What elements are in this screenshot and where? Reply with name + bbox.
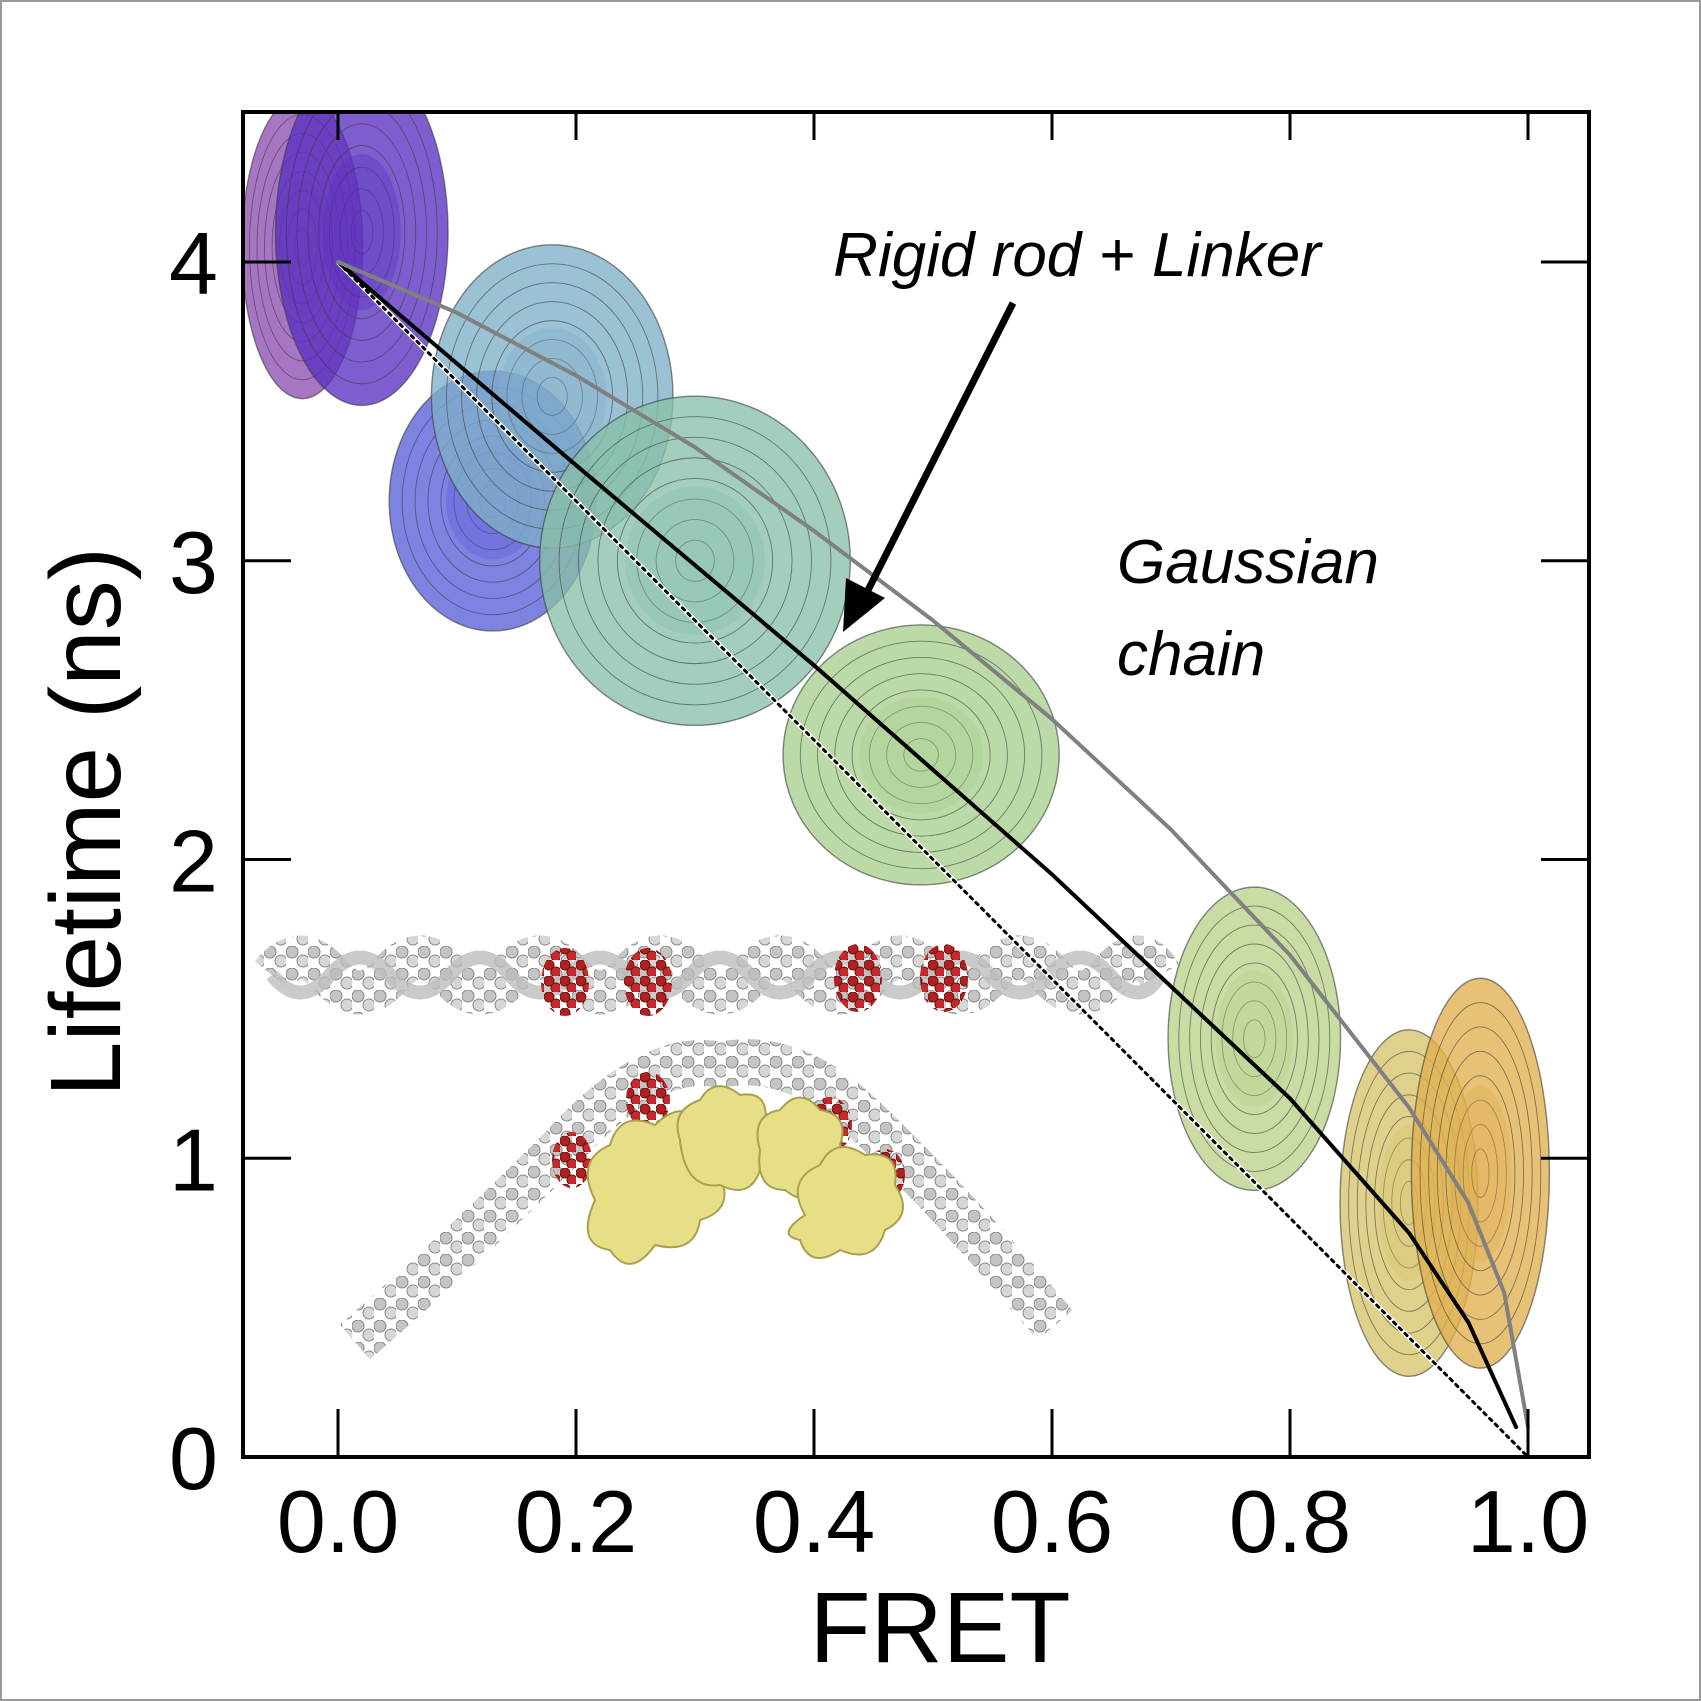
population-core <box>625 486 765 635</box>
population-contour-line <box>350 210 374 255</box>
x-tick-label: 0.8 <box>1229 1472 1351 1571</box>
population-contour-line <box>834 673 1008 837</box>
y-tick-label: 1 <box>169 1110 218 1209</box>
population-contour-line <box>1454 1099 1507 1247</box>
population-contour-line <box>655 519 735 603</box>
y-tick-label: 3 <box>169 513 218 612</box>
population-contour-line <box>285 112 438 385</box>
x-axis-ticks: 0.0 0.2 0.4 0.6 0.8 1.0 <box>277 112 1589 1571</box>
population-contour-line <box>1462 1124 1499 1223</box>
population-contour-line <box>1436 1050 1524 1296</box>
population-contour-line <box>558 416 832 706</box>
population-contour-line <box>817 657 1026 853</box>
population-contour-line <box>1445 1075 1516 1272</box>
dna-structures <box>254 935 1180 1360</box>
population-outline <box>539 395 851 727</box>
y-tick-label: 2 <box>169 812 218 911</box>
population-contour-line <box>318 145 406 320</box>
population-contour-line <box>1471 1148 1490 1199</box>
population-contour-line <box>1199 943 1309 1134</box>
axes <box>241 110 1591 1459</box>
y-tick-label: 4 <box>169 214 218 313</box>
y-tick-label: 0 <box>169 1409 218 1508</box>
population-contour-line <box>296 112 427 363</box>
plot-area-border <box>241 110 1591 1459</box>
population-outline <box>1410 977 1551 1369</box>
population-contour-line <box>868 705 974 805</box>
population-core <box>1449 1085 1512 1261</box>
bent-dna-protein-complex-image <box>339 1039 1073 1360</box>
population-contour-line <box>536 377 568 416</box>
x-tick-label: 0.6 <box>991 1472 1113 1571</box>
population-contour-line <box>851 689 991 821</box>
population-contour-line <box>1243 1019 1266 1059</box>
population-contour-line <box>1232 1000 1277 1078</box>
y-axis-ticks: 0 1 2 3 4 <box>169 214 1589 1508</box>
rigid-rod-linker-curve <box>336 260 1519 1430</box>
population-contour-line <box>1189 924 1320 1153</box>
population-core <box>322 154 401 311</box>
rigid-rod-linker-label: Rigid rod + Linker <box>833 221 1323 290</box>
x-axis-title: FRET <box>809 1572 1070 1684</box>
population-contour-line <box>597 457 793 665</box>
population-contour-line <box>886 721 957 788</box>
gaussian-chain-label-line2: chain <box>1117 620 1265 689</box>
population-contour-line <box>307 123 417 341</box>
annotations: Rigid rod + Linker Gaussian chain <box>833 221 1379 689</box>
population-9 <box>1410 977 1551 1369</box>
annotation-arrow-head <box>843 578 885 632</box>
population-core <box>1215 970 1294 1107</box>
straight-dna-helix-image <box>254 935 1180 1016</box>
annotation-arrow-shaft <box>854 301 1017 612</box>
gaussian-chain-curve <box>336 260 1530 1430</box>
population-contour-line <box>675 539 715 582</box>
population-7 <box>1167 886 1342 1192</box>
model-curves <box>336 260 1530 1457</box>
population-contour-line <box>1210 962 1298 1116</box>
population-contour-line <box>903 738 939 772</box>
population-contour-line <box>1428 1026 1533 1320</box>
population-core <box>497 328 607 465</box>
population-contour-line <box>616 477 774 644</box>
x-tick-label: 0.4 <box>753 1472 875 1571</box>
static-fret-line <box>336 260 1530 1457</box>
population-contour-line <box>1419 1002 1542 1345</box>
population-contour-line <box>578 436 812 685</box>
population-contour-line <box>1178 905 1331 1172</box>
population-contour-line <box>1221 981 1288 1097</box>
gaussian-chain-label-line1: Gaussian <box>1117 528 1379 597</box>
population-contour-line <box>799 640 1043 870</box>
x-tick-label: 1.0 <box>1467 1472 1589 1571</box>
population-5 <box>539 395 851 727</box>
x-tick-label: 0.2 <box>515 1472 637 1571</box>
x-tick-label: 0.0 <box>277 1472 399 1571</box>
population-contour-line <box>328 166 395 298</box>
population-contour-line <box>521 358 583 435</box>
population-contour-line <box>339 188 384 276</box>
y-axis-title: Lifetime (ns) <box>30 547 142 1097</box>
population-contour-line <box>476 301 629 492</box>
population-contour-line <box>506 339 598 454</box>
